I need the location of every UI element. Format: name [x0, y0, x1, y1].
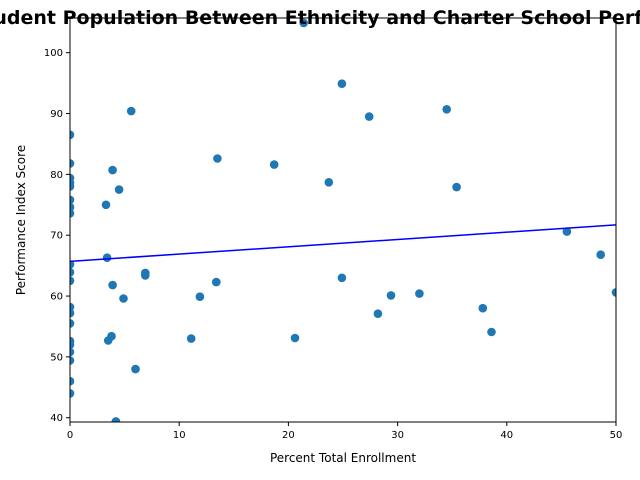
plot-area: [70, 18, 616, 422]
chart-title: Hispanic Student Population Between Ethn…: [0, 7, 640, 29]
data-point: [141, 271, 150, 280]
data-point: [452, 182, 461, 192]
data-point: [70, 182, 75, 191]
data-point: [101, 200, 111, 210]
data-point: [108, 165, 117, 175]
x-tick-label: 50: [610, 430, 623, 441]
x-tick-label: 0: [67, 430, 73, 441]
data-point: [487, 327, 496, 337]
data-point: [131, 364, 140, 374]
x-tick-label: 10: [173, 430, 186, 441]
data-point: [70, 340, 75, 349]
points-group: [70, 18, 616, 422]
data-point: [290, 333, 300, 343]
y-tick-label: 80: [50, 170, 63, 181]
data-point: [596, 250, 605, 259]
data-point: [126, 106, 136, 116]
data-point: [119, 294, 128, 303]
data-point: [212, 277, 221, 287]
data-point: [213, 154, 222, 163]
trendline: [70, 224, 616, 263]
y-tick-label: 40: [50, 413, 63, 424]
y-tick-label: 60: [50, 292, 63, 303]
data-point: [415, 289, 424, 298]
data-point: [386, 291, 396, 300]
y-tick-label: 50: [50, 352, 63, 363]
data-point: [70, 347, 75, 357]
x-tick-label: 30: [391, 430, 404, 441]
y-axis-label: Performance Index Score: [14, 145, 28, 295]
data-point: [373, 309, 383, 319]
axes: 0 10 20 30 40 50 40 50 60 70 80 90 100: [44, 17, 623, 441]
plot-frame: [69, 17, 617, 423]
y-tick-label: 100: [44, 48, 63, 59]
y-tick-label: 70: [50, 231, 63, 242]
x-tick-label: 40: [500, 430, 513, 441]
data-point: [70, 356, 75, 365]
data-point: [562, 227, 572, 236]
data-point: [111, 417, 121, 422]
data-point: [186, 334, 196, 343]
data-point: [114, 185, 124, 194]
x-axis-label: Percent Total Enrollment: [270, 451, 416, 465]
data-point: [70, 260, 75, 269]
data-point: [70, 319, 75, 328]
data-point: [107, 331, 116, 341]
data-point: [70, 376, 75, 386]
data-point: [195, 292, 205, 302]
data-point: [269, 160, 279, 169]
data-point: [70, 389, 75, 398]
data-point: [70, 268, 75, 277]
data-point: [70, 276, 75, 286]
data-point: [70, 195, 75, 205]
data-point: [108, 280, 117, 290]
data-point: [324, 178, 334, 187]
y-tick-label: 90: [50, 109, 63, 120]
x-tick-label: 20: [282, 430, 295, 441]
data-point: [70, 159, 75, 168]
data-point: [442, 105, 452, 114]
data-point: [611, 288, 616, 297]
data-point: [70, 308, 75, 318]
data-point: [337, 79, 347, 88]
data-point: [478, 303, 488, 313]
data-point: [70, 209, 75, 218]
data-point: [337, 273, 347, 283]
data-point: [70, 130, 75, 140]
data-point: [102, 253, 112, 262]
data-point: [299, 18, 309, 28]
data-point: [364, 112, 374, 121]
